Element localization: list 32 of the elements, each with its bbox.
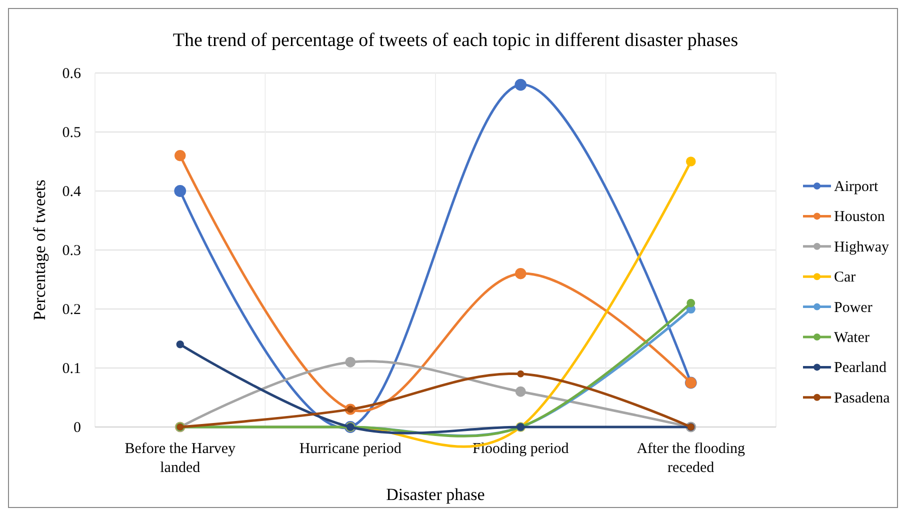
legend-label: Pearland (834, 360, 887, 376)
point (514, 78, 527, 91)
point (345, 356, 356, 368)
chart-title: The trend of percentage of tweets of each topic in different disaster phases (172, 30, 738, 51)
legend-label: Airport (834, 179, 879, 195)
y-tick-label: 0.2 (62, 302, 81, 318)
x-axis-title: Disaster phase (386, 485, 485, 504)
legend-label: Houston (834, 209, 886, 226)
point (517, 370, 524, 378)
y-tick-label: 0 (74, 420, 81, 436)
point (176, 340, 184, 348)
y-tick-label: 0.3 (62, 243, 81, 259)
point (515, 386, 526, 397)
y-axis-title: Percentage of tweets (30, 180, 49, 320)
x-tick-label: Flooding period (472, 441, 570, 457)
point (686, 156, 696, 166)
legend-label: Water (834, 330, 870, 346)
legend-label: Pasadena (834, 390, 890, 406)
y-tick-label: 0.4 (62, 184, 82, 200)
legend-label: Car (834, 270, 856, 286)
x-tick-label: After the flooding receded (636, 441, 746, 476)
point (515, 268, 526, 280)
y-tick-label: 0.5 (62, 125, 81, 141)
point (686, 298, 696, 308)
point (174, 185, 186, 197)
y-tick-label: 0.6 (62, 66, 82, 82)
legend-label: Highway (834, 239, 890, 256)
point (174, 150, 186, 162)
x-tick-label: Hurricane period (299, 441, 402, 457)
y-tick-label: 0.1 (62, 361, 81, 377)
legend-label: Power (834, 300, 872, 316)
x-tick-label: Before the Harvey landed (124, 441, 236, 476)
